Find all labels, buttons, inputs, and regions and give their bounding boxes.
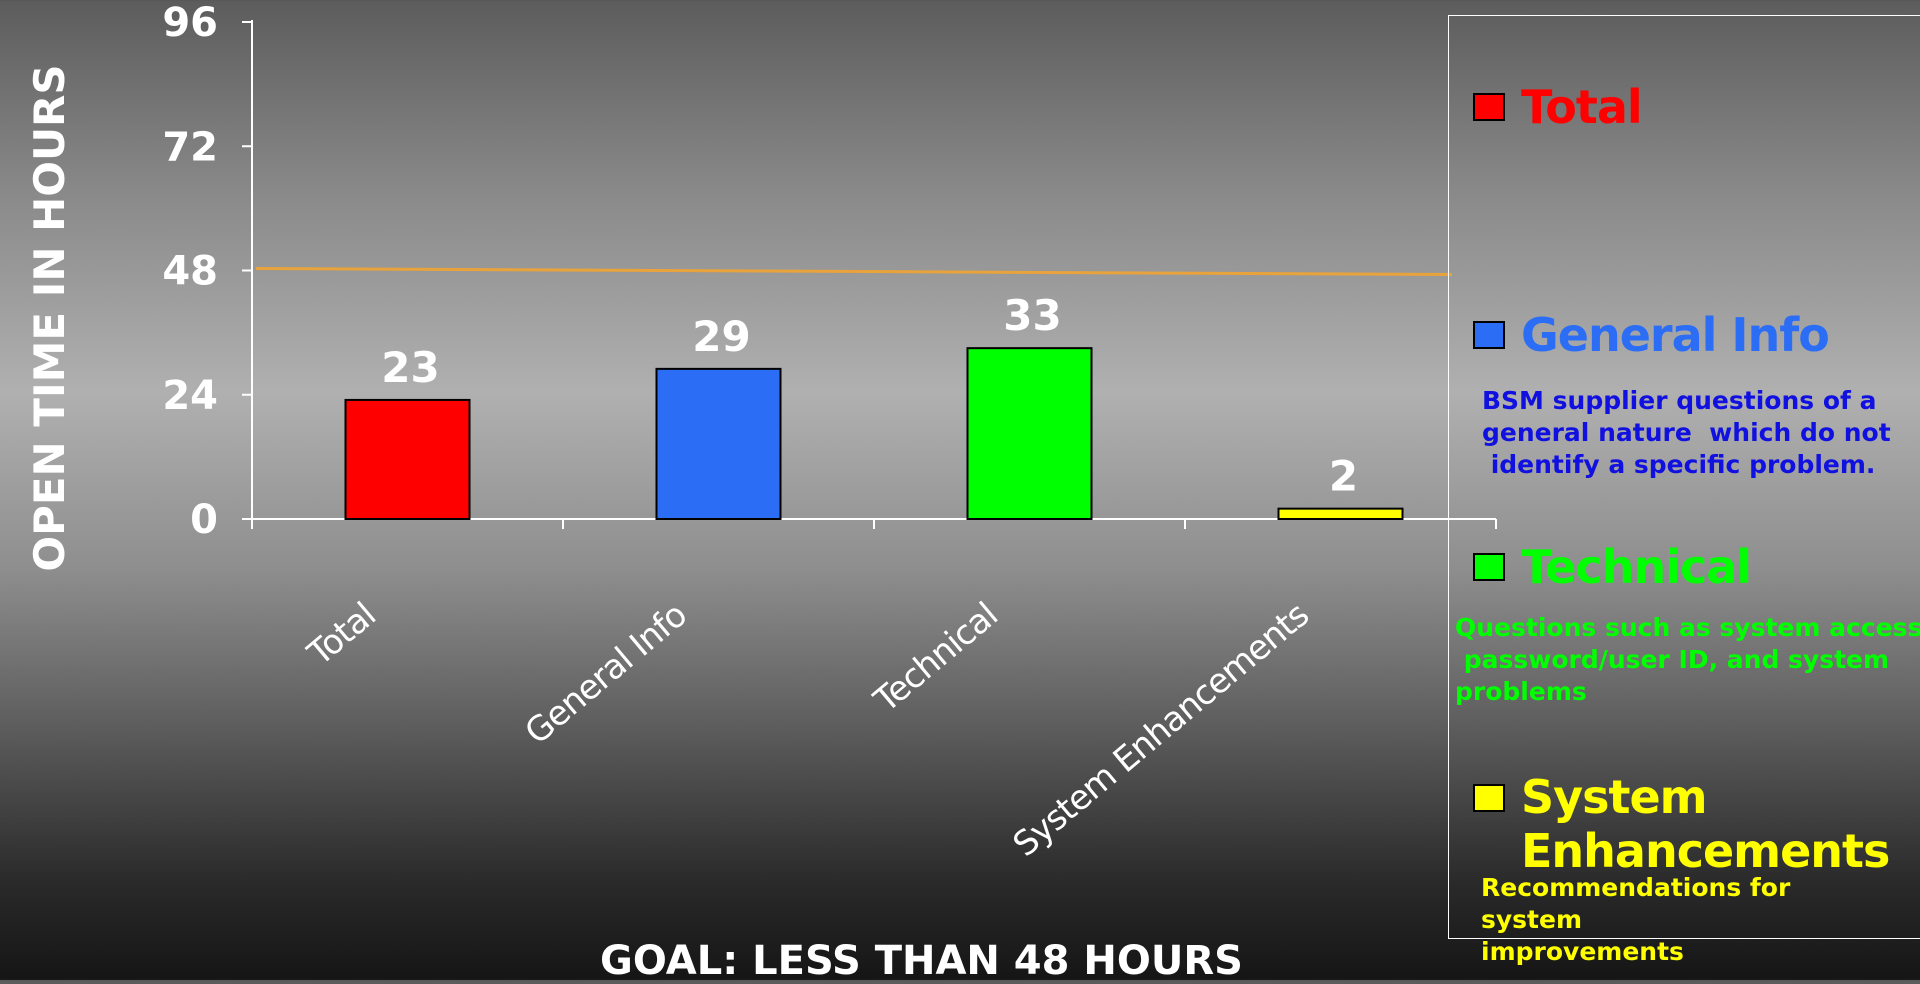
legend-item-technical: Technical — [1473, 540, 1752, 594]
x-tick-label: System Enhancements — [1006, 595, 1317, 865]
y-tick-label: 96 — [162, 0, 218, 46]
goal-line — [255, 267, 1453, 276]
legend-box — [1448, 15, 1920, 939]
legend-desc-general-info: BSM supplier questions of a general natu… — [1482, 386, 1891, 479]
x-tick-label: Technical — [866, 595, 1005, 721]
legend-title-system-enhancements: System Enhancements — [1521, 770, 1890, 878]
bar — [344, 398, 471, 521]
bar — [655, 367, 782, 521]
legend-item-general-info: General Info — [1473, 308, 1830, 362]
y-axis-label: OPEN TIME IN HOURS — [25, 64, 74, 571]
legend-swatch-technical — [1473, 553, 1505, 581]
legend-title-total: Total — [1521, 80, 1643, 134]
legend-item-total: Total — [1473, 80, 1643, 134]
data-label: 2 — [1329, 452, 1358, 501]
y-tick-label: 72 — [162, 124, 218, 170]
y-tick-label: 0 — [190, 497, 218, 543]
x-tick-label: Total — [300, 595, 383, 674]
chart-bars — [344, 347, 1404, 521]
legend-desc-system-enhancements: Recommendations for system improvements — [1481, 873, 1791, 966]
legend-swatch-general-info — [1473, 321, 1505, 349]
legend-title-general-info: General Info — [1521, 308, 1830, 362]
legend-swatch-system-enhancements — [1473, 784, 1505, 812]
legend-swatch-total — [1473, 93, 1505, 121]
x-tick-label: General Info — [518, 595, 695, 752]
goal-text: GOAL: LESS THAN 48 HOURS — [600, 938, 1243, 984]
legend-title-technical: Technical — [1521, 540, 1752, 594]
data-label: 23 — [381, 343, 439, 392]
legend-item-system-enhancements: System Enhancements — [1473, 770, 1890, 878]
data-label: 33 — [1003, 291, 1061, 340]
y-tick-label: 48 — [162, 249, 218, 295]
bar — [1277, 507, 1404, 521]
bar — [966, 347, 1093, 520]
legend-desc-technical: Questions such as system access password… — [1455, 613, 1920, 706]
y-tick-label: 24 — [162, 373, 218, 419]
data-label: 29 — [692, 312, 750, 361]
